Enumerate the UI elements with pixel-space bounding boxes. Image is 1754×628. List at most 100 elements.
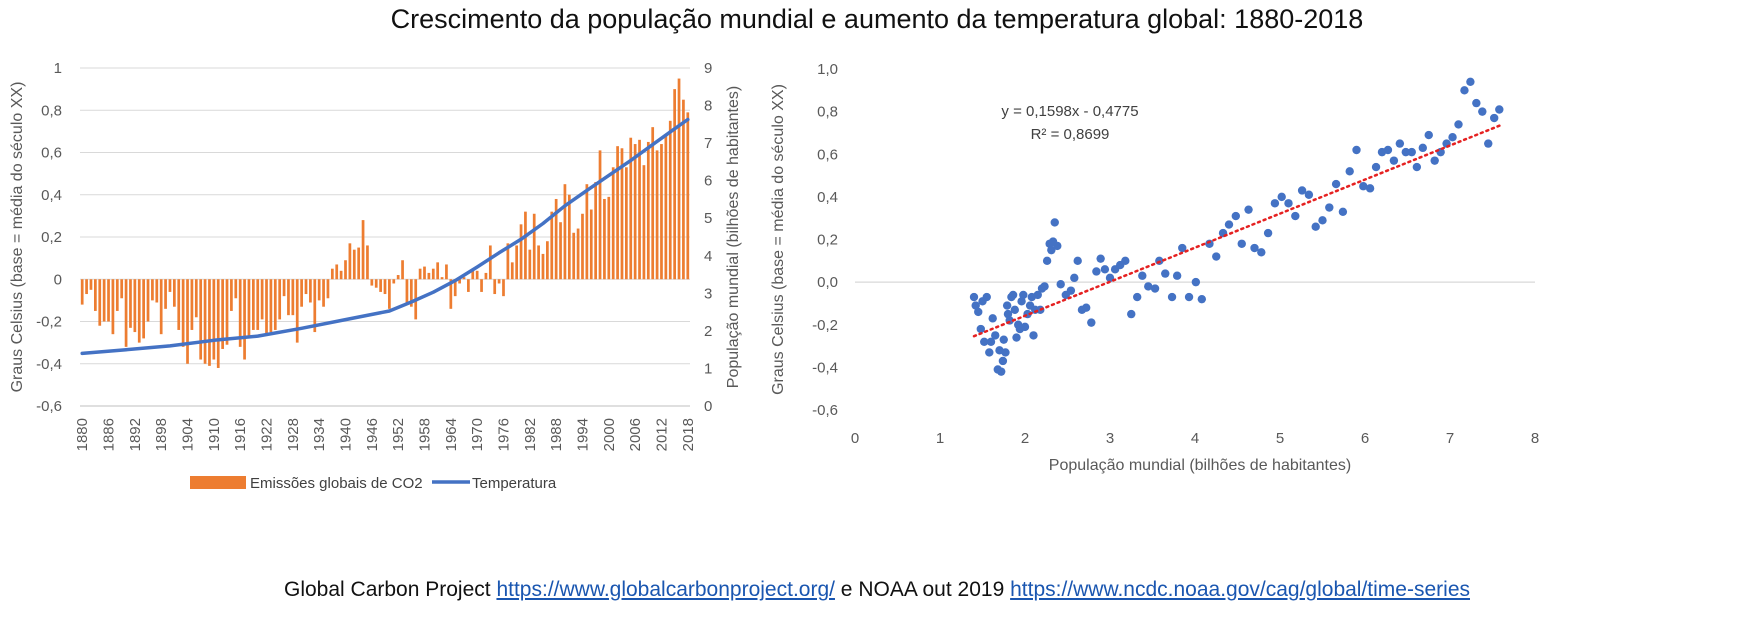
co2-bar — [102, 279, 106, 322]
scatter-point — [1407, 147, 1416, 157]
co2-bar — [322, 279, 325, 307]
co2-bar — [243, 279, 246, 360]
x-tick-label: 1898 — [153, 418, 170, 451]
co2-bar — [506, 243, 510, 280]
co2-bar — [168, 279, 172, 292]
co2-bar — [278, 279, 282, 320]
scatter-point — [982, 292, 991, 302]
scatter-point — [998, 356, 1008, 366]
x-tick-label: 1982 — [522, 418, 539, 451]
co2-bar — [585, 184, 589, 280]
co2-bar — [225, 279, 229, 345]
co2-bar — [199, 279, 203, 360]
x-tick-label: 1946 — [364, 418, 381, 451]
scatter-point — [1144, 282, 1153, 291]
source-link-gcp[interactable]: https://www.globalcarbonproject.org/ — [496, 578, 835, 601]
scatter-point — [1033, 290, 1042, 300]
co2-bar — [181, 279, 185, 347]
source-line: Global Carbon Project https://www.global… — [0, 578, 1754, 602]
co2-bar — [304, 279, 308, 295]
x-tick-label: 1934 — [311, 418, 328, 451]
co2-bar — [445, 264, 448, 280]
co2-bar — [155, 279, 159, 303]
legend-swatch-co2 — [190, 476, 246, 489]
r-squared: R² = 0,8699 — [1031, 126, 1110, 143]
co2-bar — [436, 262, 440, 280]
co2-bar — [361, 220, 365, 280]
scatter-point — [1178, 243, 1187, 253]
scatter-point — [971, 301, 980, 310]
scatter-point — [1070, 273, 1079, 283]
co2-bar — [620, 148, 624, 280]
co2-bar — [537, 245, 540, 280]
scatter-point — [1008, 290, 1018, 300]
scatter-point — [1338, 207, 1348, 216]
scatter-point — [1297, 186, 1307, 195]
co2-bar — [352, 249, 356, 280]
co2-bar — [159, 279, 163, 335]
co2-bar — [431, 268, 435, 280]
y-tick-label: -0,6 — [812, 402, 838, 419]
scatter-point — [1284, 199, 1293, 208]
scatter-point — [1395, 139, 1405, 148]
x-tick-label: 1892 — [127, 418, 144, 451]
scatter-point — [1167, 292, 1177, 302]
source-link-noaa[interactable]: https://www.ncdc.noaa.gov/cag/global/tim… — [1010, 578, 1470, 601]
co2-bar — [682, 99, 685, 280]
scatter-point — [1184, 292, 1194, 302]
scatter-point — [1191, 277, 1201, 287]
co2-bar — [330, 268, 334, 280]
temperature-line — [80, 117, 690, 356]
scatter-point — [1020, 322, 1030, 332]
x-tick-label: 1976 — [495, 418, 512, 451]
co2-bar — [335, 264, 339, 280]
scatter-point — [1212, 252, 1221, 261]
scatter-point — [1389, 156, 1399, 165]
co2-bar — [515, 245, 519, 280]
x-tick-label: 3 — [1106, 430, 1114, 447]
scatter-point — [1352, 145, 1361, 155]
co2-bar — [115, 279, 119, 311]
co2-bar — [611, 167, 615, 280]
co2-bar — [247, 279, 251, 337]
co2-bar — [484, 272, 488, 280]
co2-bar — [273, 279, 277, 330]
y-axis-title-left: Graus Celsius (base = média do século XX… — [9, 82, 26, 393]
scatter-point — [1244, 205, 1253, 214]
scatter-point — [1161, 269, 1170, 278]
co2-bar — [462, 277, 466, 280]
scatter-point — [1133, 292, 1142, 302]
co2-bar — [295, 279, 299, 343]
x-axis-title: População mundial (bilhões de habitantes… — [1049, 457, 1351, 474]
y-tick-label-left: -0,6 — [36, 398, 62, 415]
scatter-point — [1121, 256, 1130, 266]
co2-bar — [598, 150, 602, 280]
co2-bar — [471, 268, 475, 280]
co2-bar — [357, 247, 361, 280]
co2-bar — [502, 279, 505, 297]
co2-bar — [93, 279, 97, 311]
co2-bar — [282, 279, 286, 297]
co2-bar — [625, 167, 628, 280]
co2-bar — [234, 279, 238, 299]
co2-bar — [300, 279, 303, 307]
co2-bar — [405, 279, 409, 305]
x-tick-label: 1988 — [548, 418, 565, 451]
co2-bar — [309, 279, 312, 303]
scatter-point — [1127, 309, 1136, 319]
x-tick-label: 1970 — [469, 418, 486, 451]
co2-bar — [142, 279, 145, 339]
scatter-point — [1331, 179, 1341, 189]
co2-bar — [546, 241, 549, 280]
co2-bar — [668, 120, 672, 280]
co2-bar — [80, 279, 84, 305]
x-tick-label: 1958 — [416, 418, 433, 451]
co2-bar — [642, 165, 646, 280]
co2-bar — [418, 268, 422, 280]
scatter-point — [1466, 77, 1475, 86]
co2-bar — [493, 279, 497, 295]
x-tick-label: 1904 — [180, 418, 197, 451]
y-tick-label-left: 0,8 — [41, 102, 62, 119]
co2-bar — [646, 141, 650, 280]
scatter-point — [1263, 228, 1273, 238]
